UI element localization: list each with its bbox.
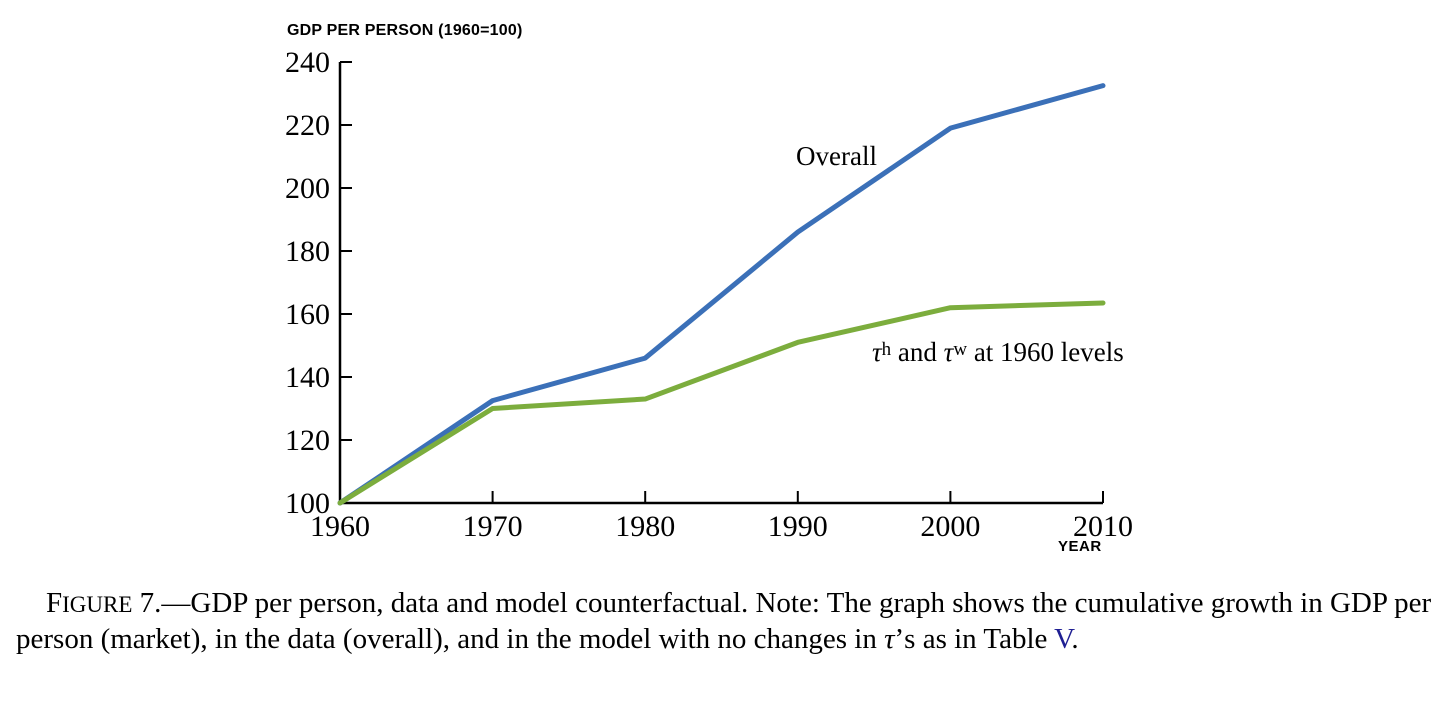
y-tick-label: 100 [285, 487, 330, 520]
table-v-link[interactable]: V [1054, 623, 1072, 655]
y-tick-label: 200 [285, 172, 330, 205]
line-chart: 100 120 140 160 180 200 220 240 1960 1970 1980 1990… [285, 46, 1133, 543]
figure-caption: FIGURE 7.—GDP per person, data and model… [16, 586, 1434, 656]
x-tick-label: 1970 [463, 510, 523, 543]
axes [338, 62, 1103, 505]
series-label-counterfactual: τh and τw at 1960 levels [872, 338, 1124, 366]
caption-text: . [1071, 623, 1079, 655]
x-tick-label: 1980 [615, 510, 675, 543]
caption-text: ’s as in Table [894, 623, 1055, 655]
tau-symbol: τ [943, 337, 954, 367]
y-tick-label: 120 [285, 424, 330, 457]
label-text: at 1960 levels [967, 337, 1124, 367]
y-tick-label: 160 [285, 298, 330, 331]
y-tick-label: 240 [285, 46, 330, 79]
y-tick-label: 140 [285, 361, 330, 394]
series-line-counterfactual [337, 300, 1106, 506]
x-tick-label: 2010 [1073, 510, 1133, 543]
y-tick-label: 180 [285, 235, 330, 268]
figure-number: 7.— [132, 587, 191, 619]
tau-superscript-h: h [881, 339, 892, 360]
label-text: and [891, 337, 944, 367]
x-tick-label: 2000 [920, 510, 980, 543]
tau-symbol: τ [872, 337, 882, 367]
y-axis-title: GDP PER PERSON (1960=100) [287, 22, 523, 39]
x-tick-label: 1960 [310, 510, 370, 543]
x-axis-title: YEAR [1058, 538, 1102, 555]
caption-text: GDP per person, data and model counterfa… [16, 587, 1432, 655]
series-line-overall [337, 83, 1106, 506]
y-tick-label: 220 [285, 109, 330, 142]
tau-symbol: τ [884, 623, 895, 655]
series-label-overall: Overall [796, 141, 877, 171]
tau-superscript-w: w [953, 339, 968, 360]
figure-word: FIGURE [46, 587, 133, 619]
x-tick-label: 1990 [768, 510, 828, 543]
